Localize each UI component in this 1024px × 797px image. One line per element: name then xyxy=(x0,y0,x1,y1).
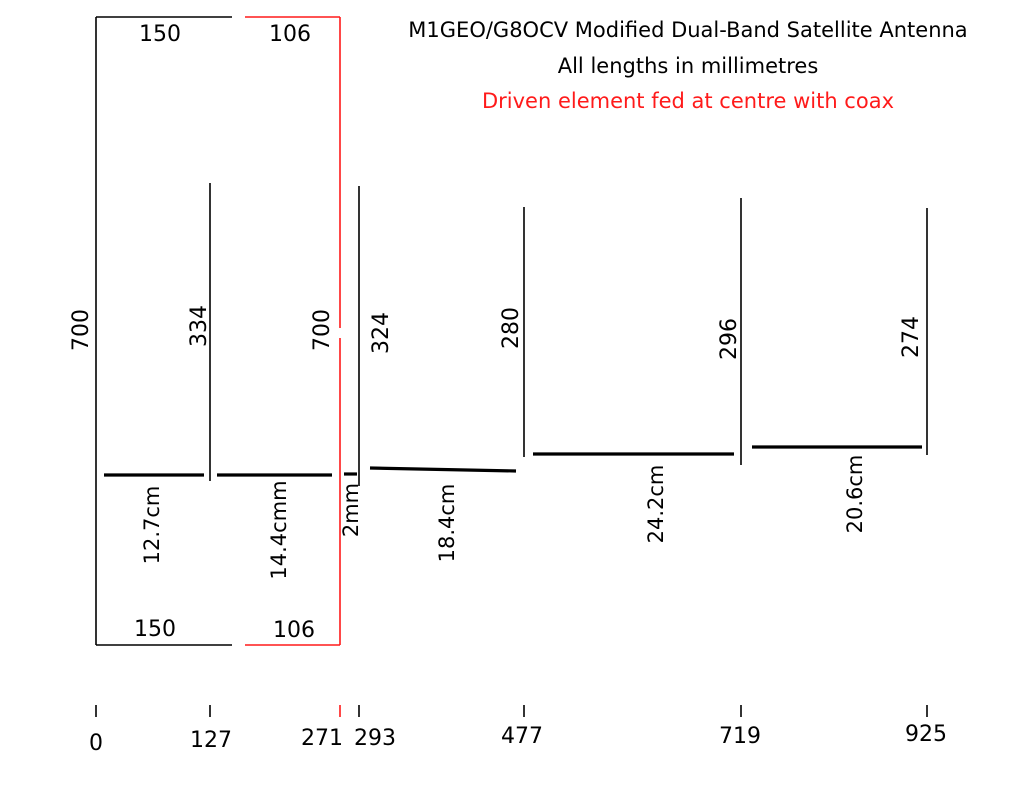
spacing-label-12-7cm: 12.7cm xyxy=(140,486,164,565)
axis-tick-label-0: 0 xyxy=(89,731,103,756)
element-length-label-296: 296 xyxy=(717,318,742,360)
axis-tick-label-477: 477 xyxy=(501,724,543,749)
red-loop-top-width-label: 106 xyxy=(269,22,311,47)
element-length-label-334: 334 xyxy=(187,305,212,347)
element-length-label-280: 280 xyxy=(499,307,524,349)
red-loop-bottom-width-label: 106 xyxy=(273,618,315,643)
axis-tick-label-925: 925 xyxy=(905,722,947,747)
spacing-label-2mm: 2mm xyxy=(339,483,363,537)
black-loop-bottom-width-label: 150 xyxy=(134,617,176,642)
spacing-label-20-6cm: 20.6cm xyxy=(843,455,867,534)
black-loop xyxy=(95,16,232,646)
red-loop xyxy=(245,16,341,646)
spacing-label-18-4cm: 18.4cm xyxy=(435,484,459,563)
black-loop-height-label: 700 xyxy=(69,309,94,351)
diagram-title: M1GEO/G8OCV Modified Dual-Band Satellite… xyxy=(408,18,968,42)
diagram-subtitle-units: All lengths in millimetres xyxy=(557,54,819,78)
spacing-label-24-2cm: 24.2cm xyxy=(644,465,668,544)
axis-tick-label-271: 271 xyxy=(301,726,343,751)
spacing-label-14-4cmm: 14.4cmm xyxy=(267,480,291,579)
element-length-label-274: 274 xyxy=(899,316,924,358)
spacing-bar-293-477 xyxy=(369,466,517,473)
diagram-subtitle-feed-note: Driven element fed at centre with coax xyxy=(481,89,895,113)
axis-tick-label-719: 719 xyxy=(719,724,761,749)
axis-tick-label-127: 127 xyxy=(190,728,232,753)
red-loop-height-label: 700 xyxy=(310,309,335,351)
axis-tick-label-293: 293 xyxy=(354,726,396,751)
element-length-label-324: 324 xyxy=(369,312,394,354)
black-loop-top-width-label: 150 xyxy=(139,22,181,47)
